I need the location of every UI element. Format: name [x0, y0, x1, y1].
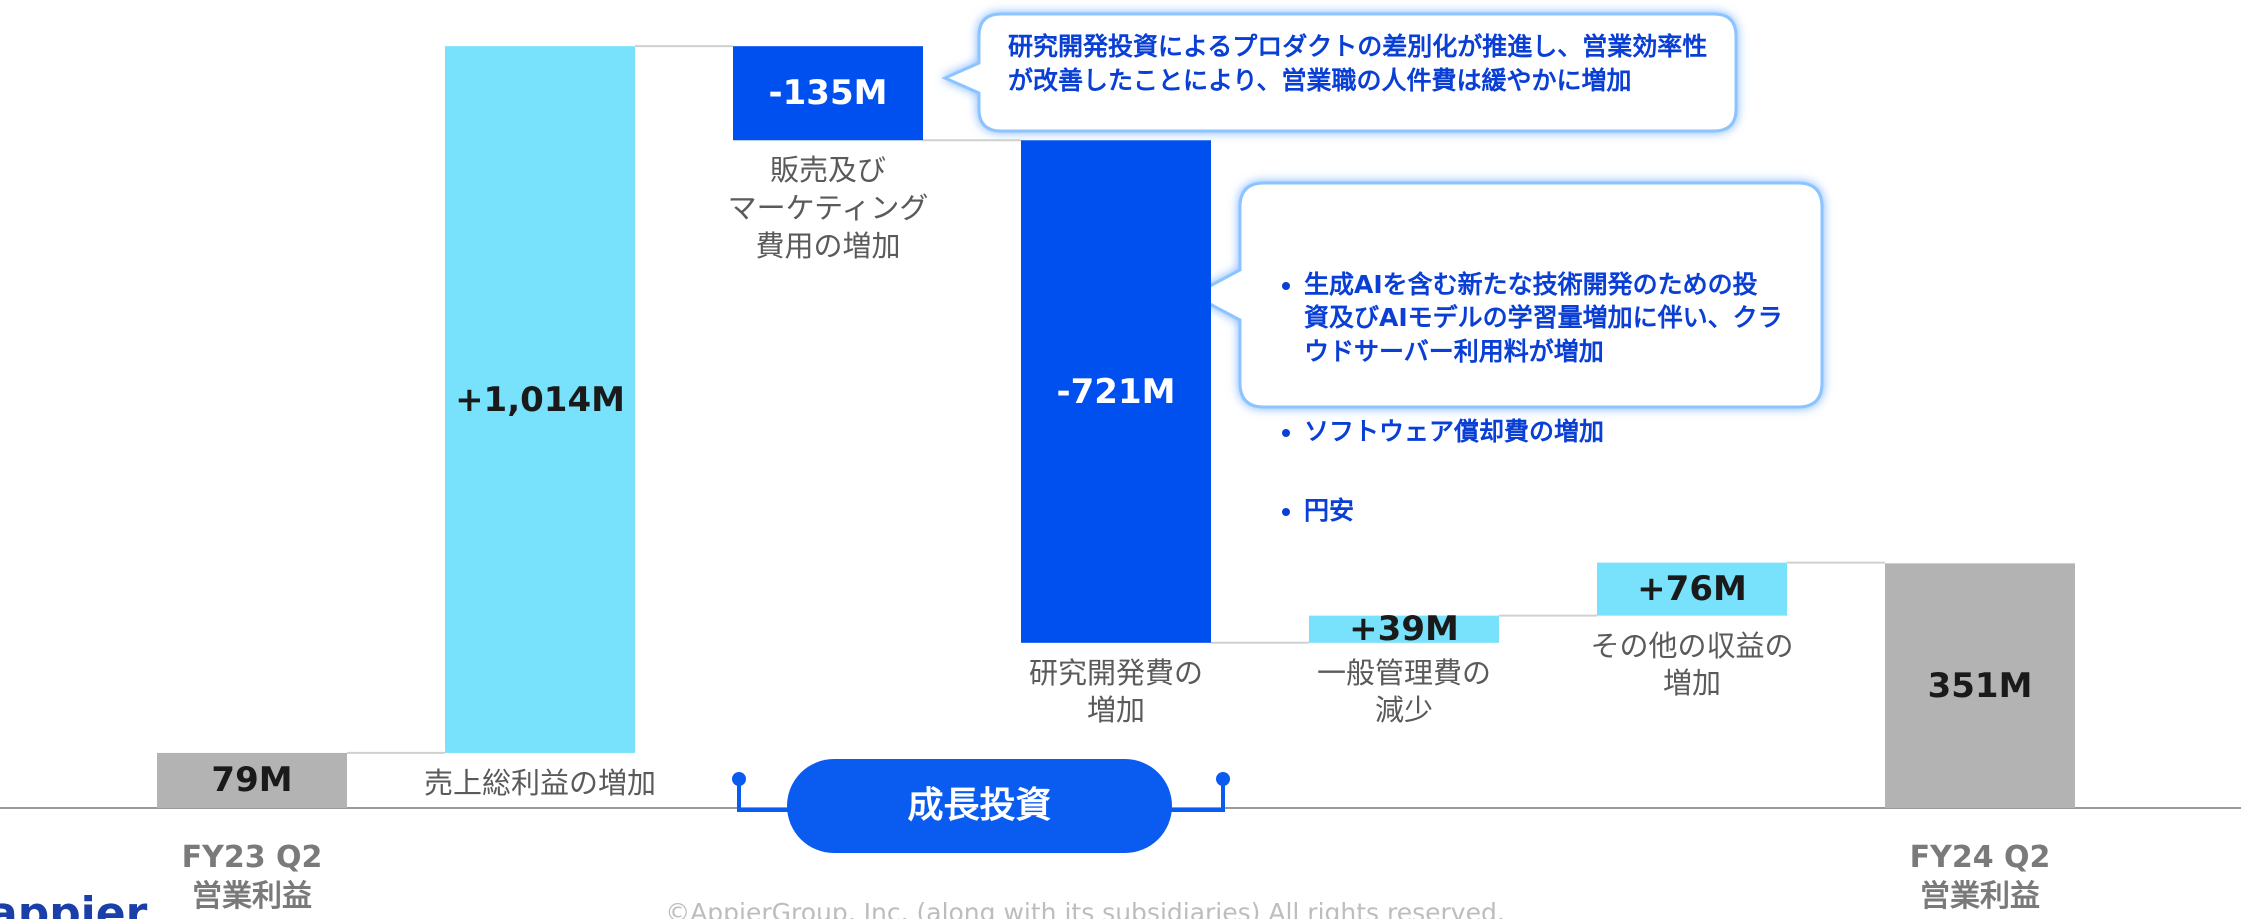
- category-label: 一般管理費の 減少: [1316, 655, 1492, 728]
- value-label: +76M: [1637, 569, 1747, 610]
- category-label: 研究開発費の 増加: [1028, 655, 1204, 728]
- category-label: FY23 Q2 営業利益: [181, 840, 323, 914]
- callout-box: [941, 12, 1738, 133]
- bracket-dot: [732, 772, 746, 786]
- logo: appier: [0, 888, 148, 919]
- value-label: +39M: [1349, 609, 1459, 650]
- bar: [1021, 140, 1211, 643]
- callout-list: 生成AIを含む新たな技術開発のための投 資及びAIモデルの学習量増加に伴い、クラ…: [1268, 200, 1783, 607]
- callout-box: [1189, 181, 1824, 409]
- bar: [445, 46, 635, 753]
- bar: [733, 46, 923, 141]
- bracket-pill: [787, 759, 1172, 853]
- bracket: [737, 779, 1225, 812]
- bar: [1309, 615, 1499, 643]
- value-label: 351M: [1927, 665, 2033, 706]
- value-label: +1,014M: [455, 379, 625, 420]
- category-label: FY24 Q2 営業利益: [1909, 840, 2051, 914]
- bar: [1597, 562, 1787, 616]
- value-label: -135M: [768, 73, 888, 114]
- callout-text: 研究開発投資によるプロダクトの差別化が推進し、営業効率性 が改善したことにより、…: [1008, 32, 1708, 95]
- value-label: 79M: [211, 760, 293, 801]
- callout-item: ソフトウェア償却費の増加: [1304, 415, 1783, 449]
- bracket-dot: [1216, 772, 1230, 786]
- category-label: その他の収益の 増加: [1590, 628, 1794, 701]
- callout-item: 生成AIを含む新たな技術開発のための投 資及びAIモデルの学習量増加に伴い、クラ…: [1304, 268, 1783, 369]
- bar: [1885, 563, 2075, 808]
- footer: ©AppierGroup, Inc. (along with its subsi…: [665, 898, 1505, 919]
- category-label: 販売及び マーケティング 費用の増加: [727, 153, 929, 263]
- bar: [157, 752, 347, 808]
- category-label: 売上総利益の増加: [423, 765, 657, 800]
- callout-item: 円安: [1304, 494, 1783, 528]
- bracket-label: 成長投資: [907, 785, 1052, 826]
- value-label: -721M: [1056, 371, 1176, 412]
